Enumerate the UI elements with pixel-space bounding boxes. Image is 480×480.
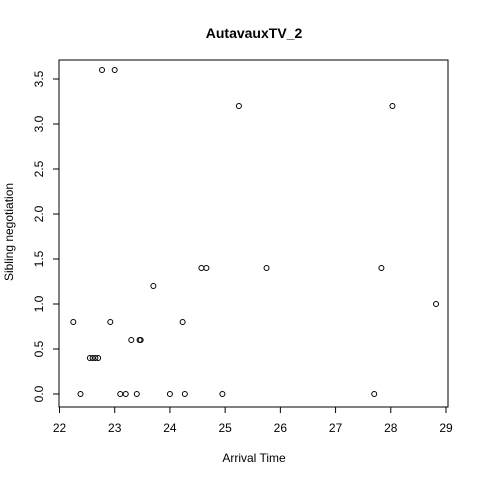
data-point	[219, 391, 226, 397]
data-point	[166, 391, 173, 397]
data-point	[99, 67, 106, 73]
y-tick-label: 3.5	[32, 70, 46, 87]
y-tick-label: 1.0	[32, 295, 46, 312]
data-point	[111, 67, 118, 73]
x-tick-label: 23	[108, 421, 122, 435]
data-point	[92, 355, 99, 361]
x-tick-label: 25	[218, 421, 232, 435]
x-tick-label: 28	[384, 421, 398, 435]
data-point	[137, 337, 144, 343]
data-point	[263, 265, 270, 271]
data-point	[107, 319, 114, 325]
data-point	[133, 391, 140, 397]
data-point	[117, 391, 124, 397]
data-point	[179, 319, 186, 325]
data-point	[181, 391, 188, 397]
y-tick-label: 2.5	[32, 160, 46, 177]
data-point	[371, 391, 378, 397]
x-axis-label: Arrival Time	[222, 451, 286, 465]
y-axis-label: Sibling negotiation	[2, 183, 16, 281]
data-point	[86, 355, 93, 361]
data-point	[122, 391, 129, 397]
data-point	[150, 283, 157, 289]
data-point	[433, 301, 440, 307]
x-tick-label: 24	[163, 421, 177, 435]
data-point	[389, 103, 396, 109]
data-point	[198, 265, 205, 271]
data-point	[235, 103, 242, 109]
y-tick-label: 0.5	[32, 340, 46, 357]
x-tick-label: 22	[53, 421, 67, 435]
y-axis: 0.0 0.5 1.0 1.5 2.0 2.5 3.0 3.5	[32, 70, 60, 402]
data-point	[128, 337, 135, 343]
x-tick-label: 29	[439, 421, 453, 435]
data-point	[203, 265, 210, 271]
x-tick-label: 26	[274, 421, 288, 435]
data-points	[70, 67, 440, 397]
chart-title: AutavauxTV_2	[206, 25, 303, 41]
data-point	[378, 265, 385, 271]
y-tick-label: 1.5	[32, 250, 46, 267]
plot-frame	[58, 59, 449, 408]
data-point	[77, 391, 84, 397]
y-tick-label: 3.0	[32, 115, 46, 132]
x-axis: 22 23 24 25 26 27 28 29	[53, 406, 453, 435]
data-point	[89, 355, 96, 361]
y-tick-label: 0.0	[32, 385, 46, 402]
x-tick-label: 27	[329, 421, 343, 435]
data-point	[70, 319, 77, 325]
data-point	[95, 355, 102, 361]
y-tick-label: 2.0	[32, 205, 46, 222]
